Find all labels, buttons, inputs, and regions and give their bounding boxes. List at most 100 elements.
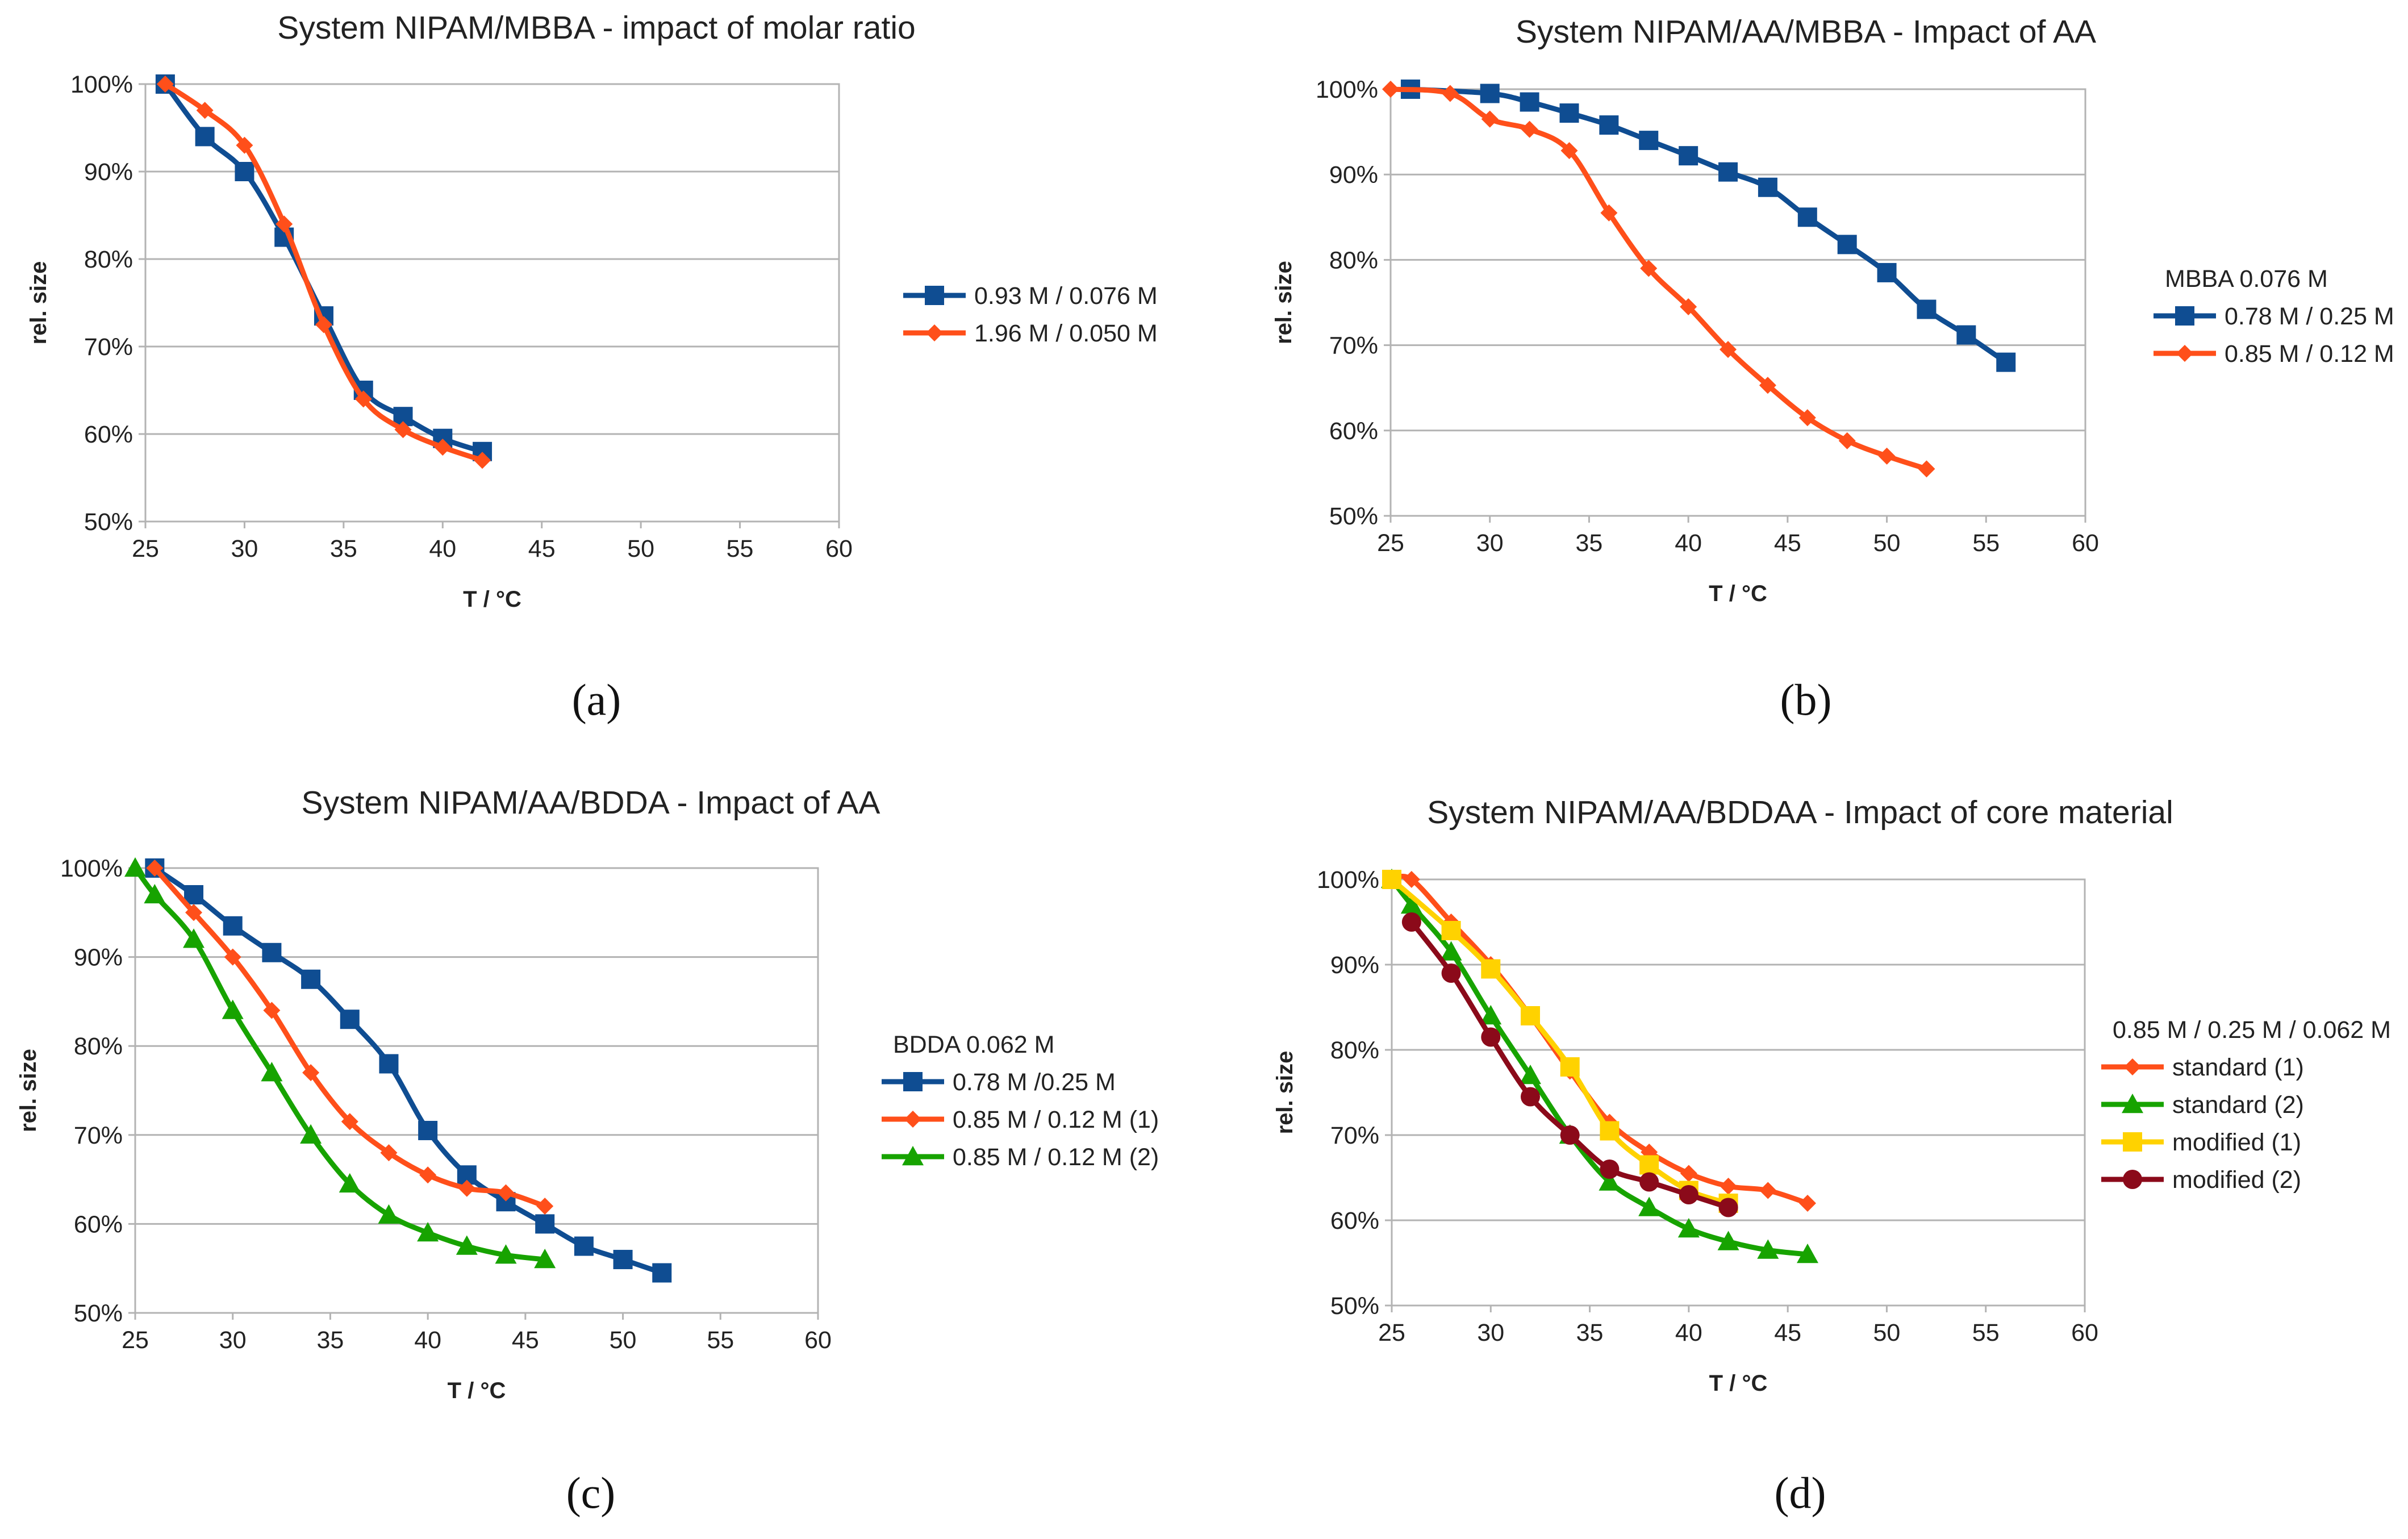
panel-caption: (d) [1775,1468,1826,1517]
x-tick-label: 35 [330,535,357,562]
data-point [1600,1121,1620,1141]
series-2 [1382,81,1935,478]
y-axis: 50% 60% 70% 80% 90% 100% [1316,76,2085,530]
x-tick-label: 55 [1972,1319,2000,1346]
data-point [394,421,412,439]
y-axis: 50% 60% 70% 80% 90% 100% [60,855,818,1327]
x-tick-label: 40 [1675,529,1702,557]
data-point [340,1010,360,1029]
data-point [434,439,452,456]
x-tick-label: 60 [825,535,853,562]
y-tick-label: 60% [1330,1207,1379,1234]
data-point [1956,325,1976,345]
data-point [1797,1244,1818,1263]
data-point [417,1222,439,1242]
legend-label: standard (1) [2172,1054,2304,1081]
data-point [1799,1195,1816,1212]
series-2 [146,860,554,1215]
series-3 [1382,870,1738,1213]
data-point [1680,298,1697,316]
data-point [1638,1196,1660,1216]
legend-label: standard (2) [2172,1091,2304,1119]
data-point [1759,377,1776,394]
series-1 [1400,80,2016,372]
x-axis: 25 30 35 40 45 50 55 60 [132,522,853,562]
y-tick-label: 80% [1329,247,1378,274]
data-point [1560,1057,1580,1077]
y-tick-label: 50% [74,1300,123,1327]
data-point [1481,110,1499,128]
y-tick-label: 60% [84,421,133,448]
series-line [162,81,485,463]
x-tick-label: 50 [610,1327,637,1354]
data-point [1639,1172,1659,1192]
legend-item: modified (2) [2101,1166,2301,1194]
y-tick-label: 70% [1330,1122,1379,1149]
data-point [302,1064,320,1082]
data-point [195,127,215,147]
data-point [534,1249,556,1269]
data-point [1520,92,1539,112]
series-3 [124,857,556,1269]
plot-area [1389,88,2086,517]
data-point [1441,964,1461,983]
y-tick-label: 60% [74,1211,123,1238]
legend-label: modified (2) [2172,1166,2301,1194]
legend-title: 0.85 M / 0.25 M / 0.062 M [2113,1016,2391,1044]
data-point [1481,959,1501,979]
chart-b: System NIPAM/AA/MBBA - Impact of AA 50% 60… [1271,14,2394,724]
data-point [1600,204,1618,222]
y-tick-label: 80% [84,246,133,273]
data-point [185,904,203,921]
x-tick-label: 45 [528,535,556,562]
data-point [1759,1182,1777,1199]
data-point [1560,1125,1580,1145]
x-tick-label: 30 [219,1327,247,1354]
data-point [196,102,214,119]
data-point [1677,1218,1700,1238]
legend-item: 0.85 M / 0.12 M (1) [882,1106,1159,1133]
data-point [535,1214,555,1234]
data-point [276,215,293,233]
legend-swatch-marker [902,1146,924,1166]
data-point [613,1250,633,1270]
data-point [1480,84,1500,103]
data-point [1758,177,1777,197]
y-tick-label: 70% [84,333,133,361]
y-tick-label: 100% [60,855,123,882]
plot-area [144,83,840,523]
x-tick-label: 40 [414,1327,441,1354]
x-tick-label: 35 [1576,529,1603,557]
data-point [1718,1198,1738,1217]
data-point [1639,1155,1659,1175]
data-point [341,1113,358,1131]
y-tick-label: 90% [1329,161,1378,189]
x-axis-label: T / °C [1709,581,1767,606]
y-tick-label: 100% [1317,866,1379,894]
x-tick-label: 45 [1774,1319,1801,1346]
data-point [379,1054,399,1074]
y-axis-label: rel. size [26,261,51,345]
data-point [495,1244,517,1264]
series-line [1408,86,2009,365]
data-point [1717,1231,1739,1250]
y-axis: 50% 60% 70% 80% 90% 100% [1317,866,2085,1320]
data-point [1640,260,1658,277]
data-point [418,1120,438,1140]
data-point [497,1184,515,1202]
x-tick-label: 40 [429,535,456,562]
data-point [1441,921,1461,940]
legend: 0.93 M / 0.076 M 1.96 M / 0.050 M [903,282,1158,347]
data-point [1878,447,1896,465]
legend-swatch-marker [925,286,944,305]
legend-title: MBBA 0.076 M [2165,265,2328,293]
data-point [156,76,174,93]
data-point [300,1124,322,1144]
x-tick-label: 55 [1972,529,2000,557]
series-line [1409,919,1731,1210]
y-tick-label: 80% [74,1033,123,1060]
data-point [380,1144,398,1162]
data-point [1599,115,1619,135]
x-tick-label: 30 [231,535,258,562]
legend-item: 1.96 M / 0.050 M [903,320,1158,347]
